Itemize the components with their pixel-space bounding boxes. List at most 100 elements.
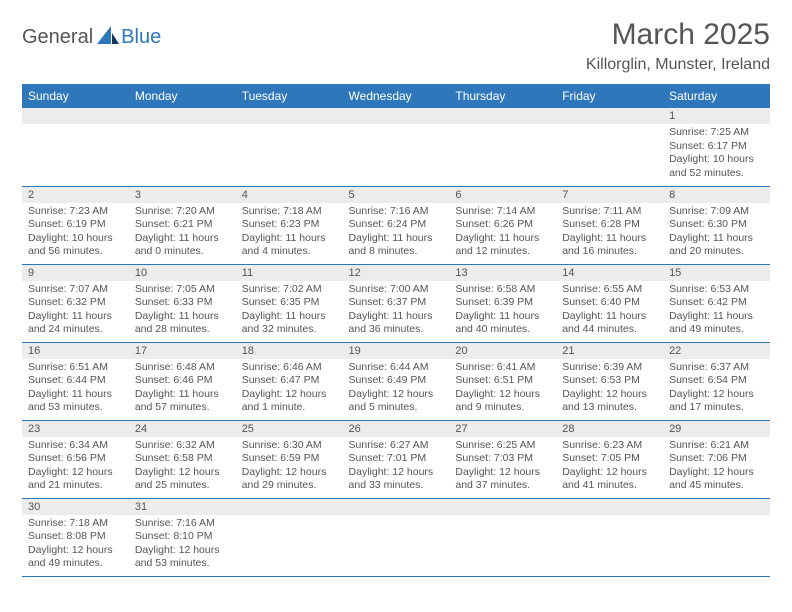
sunset-text: Sunset: 6:32 PM <box>28 296 123 310</box>
day-number: 26 <box>343 421 450 437</box>
calendar-day <box>236 108 343 186</box>
sunrise-text: Sunrise: 6:41 AM <box>455 361 550 375</box>
day-number: 15 <box>663 265 770 281</box>
calendar-day: 13Sunrise: 6:58 AMSunset: 6:39 PMDayligh… <box>449 264 556 342</box>
sunrise-text: Sunrise: 6:32 AM <box>135 439 230 453</box>
col-tuesday: Tuesday <box>236 84 343 108</box>
sunset-text: Sunset: 6:35 PM <box>242 296 337 310</box>
day-details: Sunrise: 7:16 AMSunset: 8:10 PMDaylight:… <box>129 515 236 576</box>
calendar-day <box>449 498 556 576</box>
day-details: Sunrise: 6:30 AMSunset: 6:59 PMDaylight:… <box>236 437 343 498</box>
col-monday: Monday <box>129 84 236 108</box>
sunset-text: Sunset: 7:01 PM <box>349 452 444 466</box>
sunrise-text: Sunrise: 7:07 AM <box>28 283 123 297</box>
day-details: Sunrise: 7:07 AMSunset: 6:32 PMDaylight:… <box>22 281 129 342</box>
daylight-text: Daylight: 12 hours and 9 minutes. <box>455 388 550 415</box>
col-saturday: Saturday <box>663 84 770 108</box>
daylight-text: Daylight: 12 hours and 29 minutes. <box>242 466 337 493</box>
day-details: Sunrise: 7:05 AMSunset: 6:33 PMDaylight:… <box>129 281 236 342</box>
sunrise-text: Sunrise: 6:30 AM <box>242 439 337 453</box>
sunset-text: Sunset: 6:47 PM <box>242 374 337 388</box>
day-details: Sunrise: 6:41 AMSunset: 6:51 PMDaylight:… <box>449 359 556 420</box>
daylight-text: Daylight: 11 hours and 16 minutes. <box>562 232 657 259</box>
sunrise-text: Sunrise: 6:37 AM <box>669 361 764 375</box>
day-details: Sunrise: 6:53 AMSunset: 6:42 PMDaylight:… <box>663 281 770 342</box>
sunset-text: Sunset: 6:33 PM <box>135 296 230 310</box>
day-number <box>663 499 770 515</box>
sunset-text: Sunset: 6:58 PM <box>135 452 230 466</box>
sunset-text: Sunset: 6:23 PM <box>242 218 337 232</box>
day-number: 17 <box>129 343 236 359</box>
calendar-day: 1Sunrise: 7:25 AMSunset: 6:17 PMDaylight… <box>663 108 770 186</box>
day-details: Sunrise: 6:23 AMSunset: 7:05 PMDaylight:… <box>556 437 663 498</box>
day-details: Sunrise: 7:20 AMSunset: 6:21 PMDaylight:… <box>129 203 236 264</box>
daylight-text: Daylight: 11 hours and 28 minutes. <box>135 310 230 337</box>
day-details: Sunrise: 6:32 AMSunset: 6:58 PMDaylight:… <box>129 437 236 498</box>
day-number <box>236 108 343 124</box>
calendar-day <box>556 108 663 186</box>
month-title: March 2025 <box>586 18 770 52</box>
sunrise-text: Sunrise: 7:16 AM <box>135 517 230 531</box>
sunrise-text: Sunrise: 7:05 AM <box>135 283 230 297</box>
sunset-text: Sunset: 6:21 PM <box>135 218 230 232</box>
sunset-text: Sunset: 6:46 PM <box>135 374 230 388</box>
calendar-day: 3Sunrise: 7:20 AMSunset: 6:21 PMDaylight… <box>129 186 236 264</box>
day-number: 20 <box>449 343 556 359</box>
daylight-text: Daylight: 12 hours and 33 minutes. <box>349 466 444 493</box>
sunrise-text: Sunrise: 6:21 AM <box>669 439 764 453</box>
day-number: 6 <box>449 187 556 203</box>
calendar-day: 28Sunrise: 6:23 AMSunset: 7:05 PMDayligh… <box>556 420 663 498</box>
sunrise-text: Sunrise: 7:20 AM <box>135 205 230 219</box>
sunset-text: Sunset: 7:06 PM <box>669 452 764 466</box>
calendar-day: 5Sunrise: 7:16 AMSunset: 6:24 PMDaylight… <box>343 186 450 264</box>
sunrise-text: Sunrise: 7:18 AM <box>242 205 337 219</box>
calendar-day: 6Sunrise: 7:14 AMSunset: 6:26 PMDaylight… <box>449 186 556 264</box>
sunrise-text: Sunrise: 7:18 AM <box>28 517 123 531</box>
sunrise-text: Sunrise: 6:23 AM <box>562 439 657 453</box>
sunrise-text: Sunrise: 6:46 AM <box>242 361 337 375</box>
sunrise-text: Sunrise: 7:16 AM <box>349 205 444 219</box>
day-number: 8 <box>663 187 770 203</box>
sunrise-text: Sunrise: 6:55 AM <box>562 283 657 297</box>
day-number: 21 <box>556 343 663 359</box>
day-number: 16 <box>22 343 129 359</box>
day-number: 1 <box>663 108 770 124</box>
day-number: 31 <box>129 499 236 515</box>
calendar-day: 22Sunrise: 6:37 AMSunset: 6:54 PMDayligh… <box>663 342 770 420</box>
calendar-week: 30Sunrise: 7:18 AMSunset: 8:08 PMDayligh… <box>22 498 770 576</box>
header-row: General Blue March 2025 Killorglin, Muns… <box>22 18 770 74</box>
sunset-text: Sunset: 6:53 PM <box>562 374 657 388</box>
sunrise-text: Sunrise: 6:58 AM <box>455 283 550 297</box>
day-number: 7 <box>556 187 663 203</box>
sunrise-text: Sunrise: 6:27 AM <box>349 439 444 453</box>
calendar-day: 12Sunrise: 7:00 AMSunset: 6:37 PMDayligh… <box>343 264 450 342</box>
day-details: Sunrise: 6:21 AMSunset: 7:06 PMDaylight:… <box>663 437 770 498</box>
day-details: Sunrise: 7:25 AMSunset: 6:17 PMDaylight:… <box>663 124 770 185</box>
day-details: Sunrise: 6:44 AMSunset: 6:49 PMDaylight:… <box>343 359 450 420</box>
header-days-row: Sunday Monday Tuesday Wednesday Thursday… <box>22 84 770 108</box>
calendar-day: 30Sunrise: 7:18 AMSunset: 8:08 PMDayligh… <box>22 498 129 576</box>
daylight-text: Daylight: 11 hours and 0 minutes. <box>135 232 230 259</box>
day-number <box>129 108 236 124</box>
day-details: Sunrise: 7:11 AMSunset: 6:28 PMDaylight:… <box>556 203 663 264</box>
daylight-text: Daylight: 12 hours and 53 minutes. <box>135 544 230 571</box>
sunrise-text: Sunrise: 7:23 AM <box>28 205 123 219</box>
daylight-text: Daylight: 11 hours and 49 minutes. <box>669 310 764 337</box>
day-number: 19 <box>343 343 450 359</box>
sunrise-text: Sunrise: 7:02 AM <box>242 283 337 297</box>
sunset-text: Sunset: 6:37 PM <box>349 296 444 310</box>
day-details: Sunrise: 6:58 AMSunset: 6:39 PMDaylight:… <box>449 281 556 342</box>
col-wednesday: Wednesday <box>343 84 450 108</box>
calendar-table: Sunday Monday Tuesday Wednesday Thursday… <box>22 84 770 577</box>
day-number <box>236 499 343 515</box>
calendar-day: 20Sunrise: 6:41 AMSunset: 6:51 PMDayligh… <box>449 342 556 420</box>
col-sunday: Sunday <box>22 84 129 108</box>
calendar-day <box>449 108 556 186</box>
calendar-day: 14Sunrise: 6:55 AMSunset: 6:40 PMDayligh… <box>556 264 663 342</box>
day-details: Sunrise: 6:34 AMSunset: 6:56 PMDaylight:… <box>22 437 129 498</box>
daylight-text: Daylight: 11 hours and 8 minutes. <box>349 232 444 259</box>
sunrise-text: Sunrise: 7:25 AM <box>669 126 764 140</box>
sunset-text: Sunset: 6:26 PM <box>455 218 550 232</box>
day-number: 3 <box>129 187 236 203</box>
day-number: 18 <box>236 343 343 359</box>
